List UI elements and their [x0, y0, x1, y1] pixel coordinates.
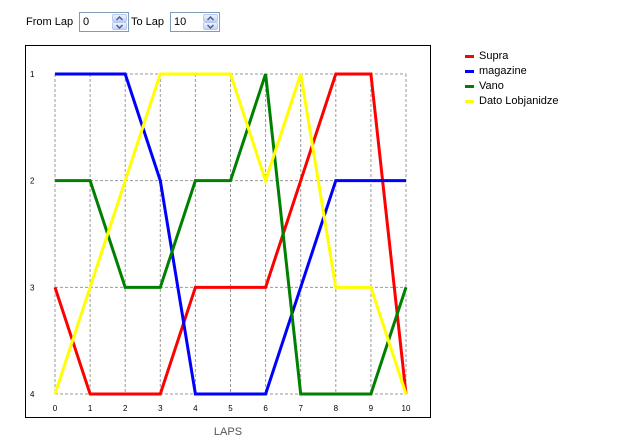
series-line	[55, 73, 408, 396]
x-tick-label: 5	[228, 404, 233, 413]
from-lap-input[interactable]	[81, 14, 113, 30]
chevron-down-icon	[207, 24, 214, 29]
chart-frame: 0 1 2 3 4 5 6 7 8 9 10 1 2 3 4	[25, 45, 431, 418]
from-lap-down-button[interactable]	[112, 22, 127, 30]
chevron-up-icon	[116, 16, 123, 21]
x-tick-label: 2	[123, 404, 128, 413]
series-line	[53, 72, 408, 396]
x-tick-label: 10	[402, 404, 411, 413]
from-lap-up-button[interactable]	[112, 14, 127, 22]
chevron-up-icon	[207, 16, 214, 21]
position-chart: 0 1 2 3 4 5 6 7 8 9 10 1 2 3 4	[30, 70, 411, 413]
y-tick-label: 4	[30, 390, 35, 399]
x-tick-label: 0	[53, 404, 58, 413]
y-tick-label: 3	[30, 283, 35, 292]
x-tick-label: 6	[263, 404, 268, 413]
y-tick-label: 2	[30, 177, 35, 186]
from-lap-spinner[interactable]	[79, 12, 129, 32]
from-lap-label: From Lap	[26, 16, 74, 28]
to-lap-input[interactable]	[172, 14, 204, 30]
x-tick-label: 4	[193, 404, 198, 413]
legend-label: Dato Lobjanidze	[479, 95, 559, 107]
x-axis-title: LAPS	[213, 426, 243, 438]
to-lap-up-button[interactable]	[203, 14, 218, 22]
legend-label: Supra	[479, 50, 509, 62]
x-tick-label: 8	[334, 404, 339, 413]
legend-label: magazine	[479, 65, 527, 77]
to-lap-down-button[interactable]	[203, 22, 218, 30]
legend-label: Vano	[479, 80, 504, 92]
series-line	[53, 72, 408, 395]
to-lap-spinner[interactable]	[170, 12, 220, 32]
legend-swatch	[465, 55, 474, 58]
legend-swatch	[465, 100, 474, 103]
x-tick-label: 7	[298, 404, 303, 413]
to-lap-label: To Lap	[131, 16, 165, 28]
legend-swatch	[465, 70, 474, 73]
x-tick-label: 3	[158, 404, 163, 413]
series-line	[55, 72, 406, 396]
y-tick-label: 1	[30, 70, 35, 79]
legend-swatch	[465, 85, 474, 88]
chevron-down-icon	[116, 24, 123, 29]
x-tick-label: 1	[88, 404, 93, 413]
x-tick-label: 9	[369, 404, 374, 413]
